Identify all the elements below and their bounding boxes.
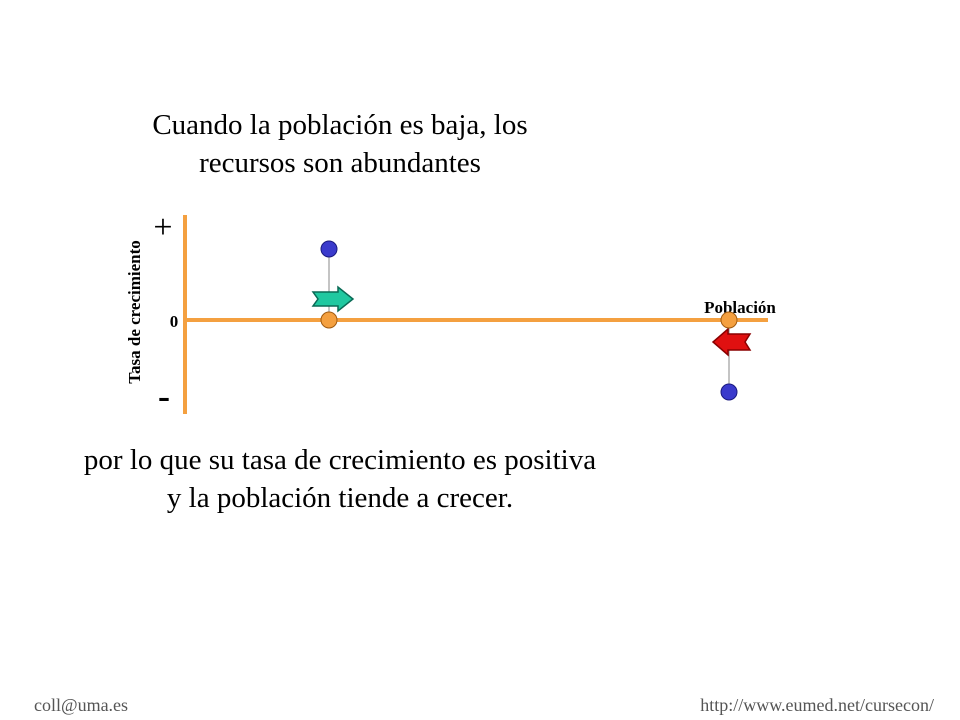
y-axis-label: Tasa de crecimiento [125, 240, 144, 384]
top-caption: Cuando la población es baja, los recurso… [100, 106, 580, 182]
plus-label: + [153, 209, 172, 246]
bottom-caption-line-2: y la población tiende a crecer. [166, 482, 514, 514]
arrow-right-icon [311, 285, 355, 313]
footer-email: coll@uma.es [34, 695, 129, 715]
bottom-caption: por lo que su tasa de crecimiento es pos… [40, 441, 640, 517]
bottom-caption-line-1: por lo que su tasa de crecimiento es pos… [83, 444, 597, 476]
top-caption-line-1: Cuando la población es baja, los [152, 109, 528, 141]
low-growth-rate-point [320, 240, 338, 258]
high-population-point [720, 311, 738, 329]
footer-url: http://www.eumed.net/cursecon/ [700, 695, 934, 715]
zero-label: 0 [170, 312, 179, 331]
arrow-left-icon [711, 327, 752, 357]
x-axis-label: Población [704, 298, 776, 317]
low-population-point [320, 311, 338, 329]
top-caption-line-2: recursos son abundantes [199, 147, 481, 179]
minus-label: - [158, 376, 170, 416]
high-growth-rate-point [720, 383, 738, 401]
